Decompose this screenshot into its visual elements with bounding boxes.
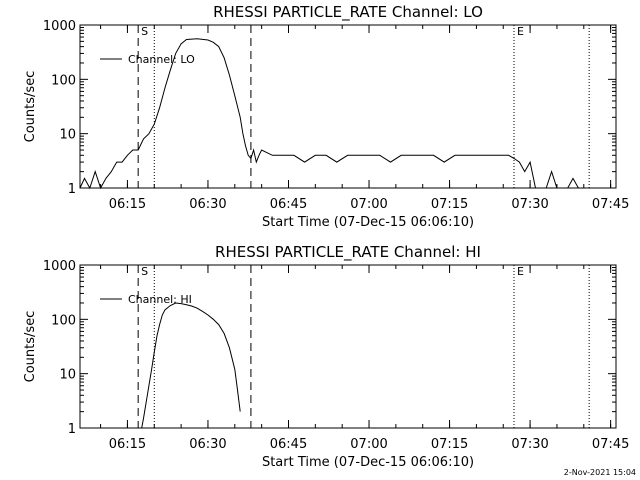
x-tick-label: 06:45	[270, 437, 307, 452]
y-tick-label: 1	[68, 182, 76, 197]
legend-label: Channel: LO	[128, 53, 195, 66]
chart-panel-2: RHESSI PARTICLE_RATE Channel: HI 06:15 06:…	[23, 243, 629, 470]
y-axis-label: Counts/sec	[23, 311, 38, 383]
x-tick-label: 06:45	[270, 197, 307, 212]
x-tick-label: 06:30	[189, 197, 226, 212]
x-tick-label: 07:00	[350, 437, 387, 452]
plot-frame	[79, 264, 617, 429]
y-tick-label: 10	[59, 128, 76, 143]
y-tick-label: 100	[51, 73, 76, 88]
x-tick-label: 07:30	[511, 437, 548, 452]
vertical-marker-label: S	[141, 265, 148, 278]
y-axis-label: Counts/sec	[23, 71, 38, 143]
series-line	[141, 302, 241, 429]
x-axis-label: Start Time (07-Dec-15 06:06:10)	[262, 215, 474, 230]
x-tick-label: 07:00	[350, 197, 387, 212]
y-tick-label: 100	[51, 313, 76, 328]
chart-title: RHESSI PARTICLE_RATE Channel: LO	[213, 3, 483, 22]
vertical-marker-label: E	[517, 265, 524, 278]
x-tick-label: 07:30	[511, 197, 548, 212]
x-tick-label: 06:15	[109, 197, 146, 212]
x-tick-label: 06:30	[189, 437, 226, 452]
legend-label: Channel: HI	[128, 293, 192, 306]
x-tick-label: 07:45	[592, 437, 629, 452]
x-tick-label: 07:15	[431, 197, 468, 212]
x-axis-label: Start Time (07-Dec-15 06:06:10)	[262, 455, 474, 470]
series-line	[79, 38, 584, 190]
generation-timestamp: 2-Nov-2021 15:04	[564, 468, 636, 477]
vertical-marker-label: S	[141, 25, 148, 38]
y-tick-label: 1000	[43, 19, 76, 34]
x-tick-label: 06:15	[109, 437, 146, 452]
chart-panel-1: RHESSI PARTICLE_RATE Channel: LO 06:15 06:…	[23, 3, 629, 230]
vertical-marker-label: E	[517, 25, 524, 38]
x-tick-label: 07:15	[431, 437, 468, 452]
y-tick-label: 1000	[43, 259, 76, 274]
x-tick-label: 07:45	[592, 197, 629, 212]
y-tick-label: 1	[68, 422, 76, 437]
y-tick-label: 10	[59, 368, 76, 383]
chart-title: RHESSI PARTICLE_RATE Channel: HI	[215, 243, 481, 262]
plot-frame	[79, 24, 617, 189]
